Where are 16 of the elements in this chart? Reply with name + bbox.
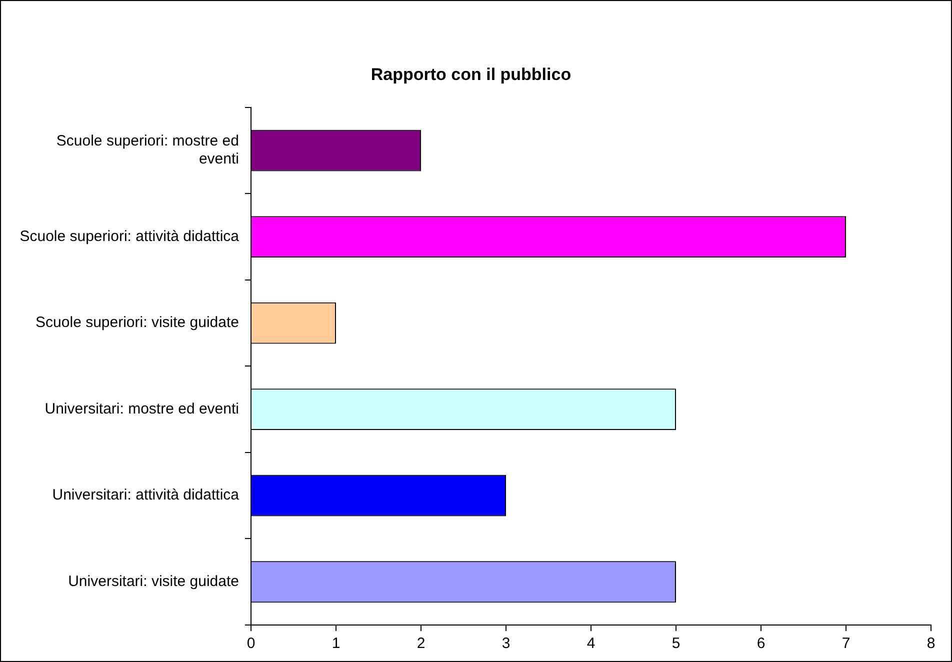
x-tick-label: 6 xyxy=(756,635,766,652)
y-tick-label: Universitari: mostre ed eventi xyxy=(44,400,239,418)
y-tick-label: Scuole superiori: mostre ed eventi xyxy=(56,132,239,168)
x-tick-label: 8 xyxy=(926,635,936,652)
x-tick-label: 5 xyxy=(672,635,680,652)
y-tick-label: Scuole superiori: attività didattica xyxy=(20,228,240,245)
x-tick-label: 3 xyxy=(502,635,510,652)
y-tick-label: Universitari: visite guidate xyxy=(68,573,239,590)
y-tick-label: Universitari: attività didattica xyxy=(52,486,240,504)
x-tick-label: 0 xyxy=(246,635,256,652)
x-tick-label: 1 xyxy=(332,635,340,652)
chart-title: Rapporto con il pubblico xyxy=(370,64,572,84)
x-tick-label: 4 xyxy=(586,635,596,652)
y-tick-label: Scuole superiori: visite guidate xyxy=(36,314,239,332)
x-tick-label: 7 xyxy=(842,635,850,652)
x-tick-label: 2 xyxy=(416,635,426,652)
